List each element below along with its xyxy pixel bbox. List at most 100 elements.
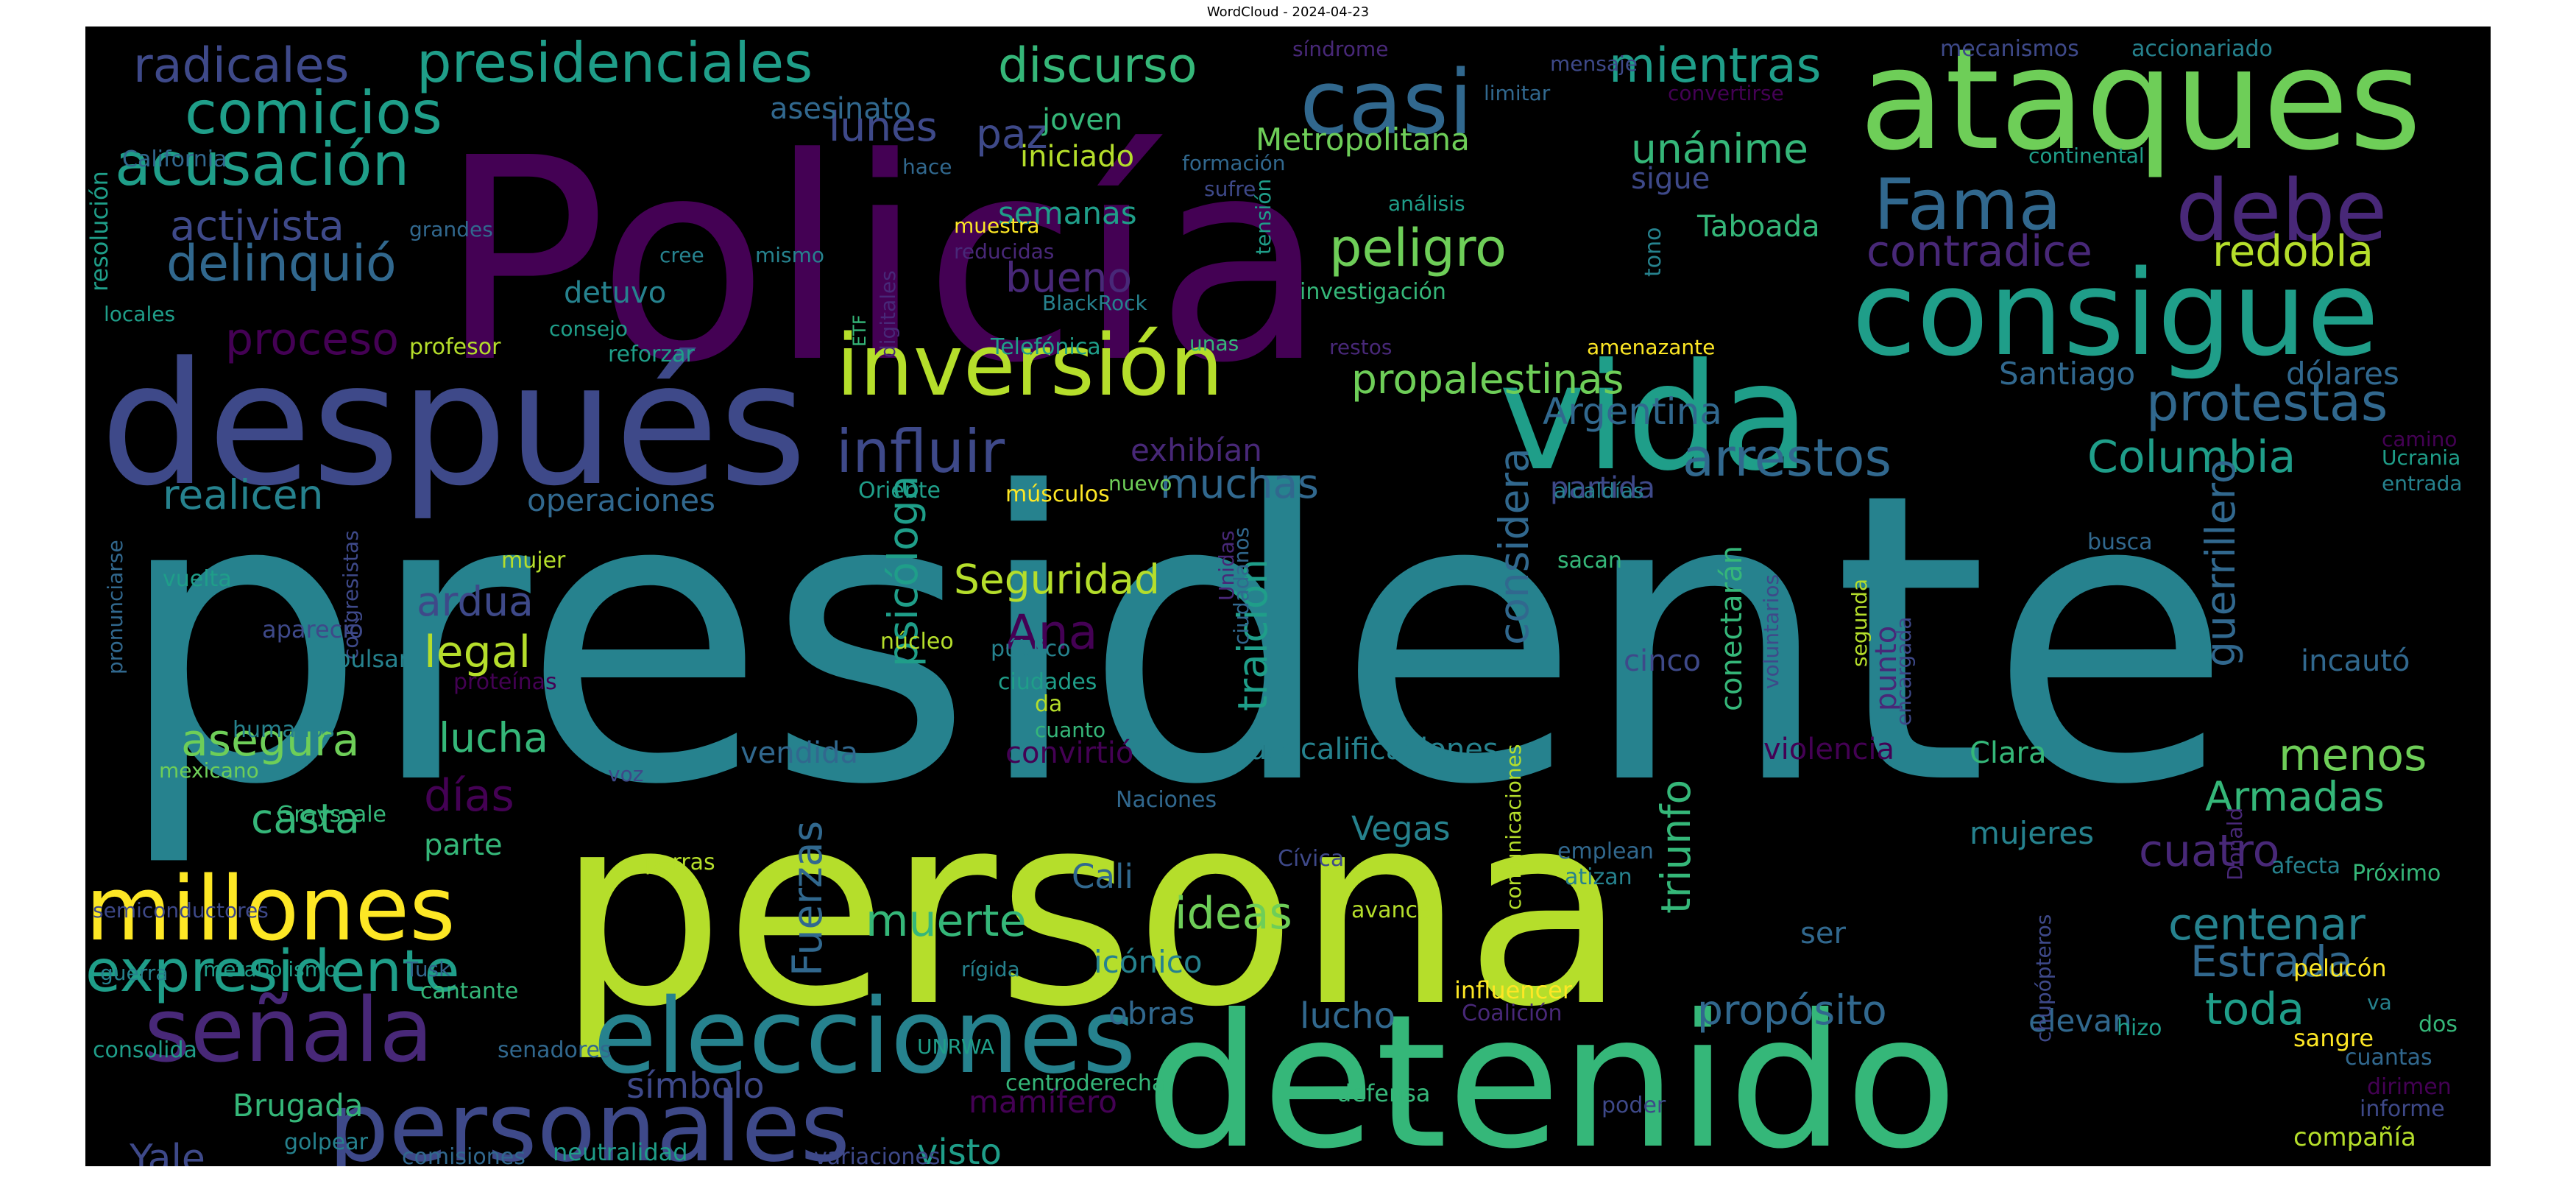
word: partida (1550, 471, 1655, 505)
word: semiconductores (93, 898, 269, 923)
word: icónico (1094, 944, 1203, 980)
word: humanos (233, 717, 335, 743)
word: continental (2028, 144, 2145, 168)
word: menos (2279, 730, 2427, 781)
word: símbolo (626, 1065, 765, 1107)
word: metabolismo (203, 957, 337, 981)
word: propósito (1697, 987, 1887, 1034)
word: ideas (1175, 888, 1292, 939)
word: ciudadanos (1229, 527, 1253, 645)
word: resolución (85, 171, 113, 292)
word: entrada (2382, 471, 2463, 495)
word: núcleo (880, 629, 954, 655)
word: mujer (501, 548, 566, 574)
word: reforzar (608, 342, 696, 367)
word: muestra (954, 214, 1039, 238)
word: Grayscale (277, 802, 386, 828)
word: pronunciarse (103, 540, 127, 674)
word: impulsan (306, 645, 414, 673)
word: Vegas (1351, 809, 1451, 848)
word: cantante (420, 978, 518, 1004)
word: accionariado (2131, 36, 2273, 62)
word: Metropolitana (1256, 121, 1470, 158)
word: California (122, 147, 227, 172)
word: compañía (2293, 1123, 2416, 1152)
word: Próximo (2352, 861, 2441, 886)
word: proteínas (453, 669, 557, 695)
word: comunicaciones (1501, 744, 1526, 911)
word: cuantas (2345, 1045, 2432, 1071)
word: delinquió (166, 235, 397, 293)
word: BlackRock (1042, 291, 1147, 315)
word: legal (424, 627, 531, 678)
word: consolida (93, 1037, 197, 1063)
wordcloud-canvas: presidente persona Policía detenido después a… (85, 27, 2491, 1166)
word: comisiones (402, 1144, 526, 1166)
word: influir (836, 417, 1005, 486)
word: asegura (181, 715, 360, 766)
word: elevan (2028, 1003, 2132, 1039)
word: ataques (1859, 27, 2421, 181)
word: mamífero (969, 1084, 1117, 1120)
word: defensa (1337, 1079, 1431, 1107)
word: asesinato (770, 92, 911, 126)
word: operaciones (527, 482, 715, 518)
word: comicios (185, 79, 442, 147)
word: informe (2360, 1096, 2445, 1122)
word: sacan (1557, 548, 1622, 574)
word: UNRWA (917, 1034, 994, 1059)
word: exhibían (1130, 432, 1262, 468)
word: activista (170, 202, 344, 250)
word: dos (2418, 1012, 2458, 1037)
word: cree (659, 243, 704, 267)
word: detuvo (564, 276, 666, 310)
word: traición (1229, 559, 1276, 711)
word: convirtió (1005, 736, 1133, 770)
word: Policía (439, 98, 1327, 424)
word: lucha (439, 714, 548, 761)
wordcloud-title: WordCloud - 2024-04-23 (1206, 4, 1370, 20)
word: psicóloga (880, 476, 927, 667)
word: Cívica (1278, 846, 1344, 872)
word: incautó (2301, 644, 2410, 678)
word: apareció (262, 616, 364, 643)
word: debe (2176, 162, 2388, 261)
word: va (2367, 990, 2392, 1015)
word: centroderecha (1005, 1071, 1165, 1096)
word: centenar (2168, 899, 2366, 950)
word: neutralidad (553, 1138, 688, 1166)
word: dirimen (2367, 1074, 2452, 1100)
word: hizo (2117, 1015, 2162, 1041)
word: convertirse (1668, 81, 1784, 105)
word: descalificaciones (1248, 733, 1498, 766)
word: amenazante (1587, 335, 1715, 359)
word: camino (2382, 427, 2457, 451)
word: obras (1108, 995, 1195, 1031)
word: días (424, 770, 514, 822)
word: influencer (1454, 976, 1573, 1004)
word: Estrada (2190, 937, 2353, 987)
word: Taboada (1696, 210, 1820, 244)
word: profesor (409, 334, 501, 360)
word: Brugada (233, 1087, 364, 1124)
word: grandes (409, 217, 493, 241)
word: formación (1182, 151, 1286, 175)
word: alcaldías (1554, 479, 1644, 503)
word: realicen (163, 471, 323, 518)
word: redobla (2212, 226, 2374, 276)
word: locales (104, 302, 175, 326)
word: da (1035, 691, 1062, 717)
word: afecta (2271, 853, 2340, 879)
word: público (991, 636, 1071, 662)
word: poder (1602, 1093, 1666, 1118)
word: Oriente (858, 478, 941, 504)
word: vendida (740, 736, 858, 770)
word: considera (1490, 448, 1538, 645)
word: Cali (1072, 857, 1133, 896)
word: ser (1800, 917, 1846, 950)
word: Ucrania (2382, 445, 2460, 470)
word: detenido (1145, 975, 1958, 1166)
word: perras (645, 850, 715, 875)
word: lucho (1300, 995, 1395, 1037)
word: músculos (1005, 482, 1110, 507)
